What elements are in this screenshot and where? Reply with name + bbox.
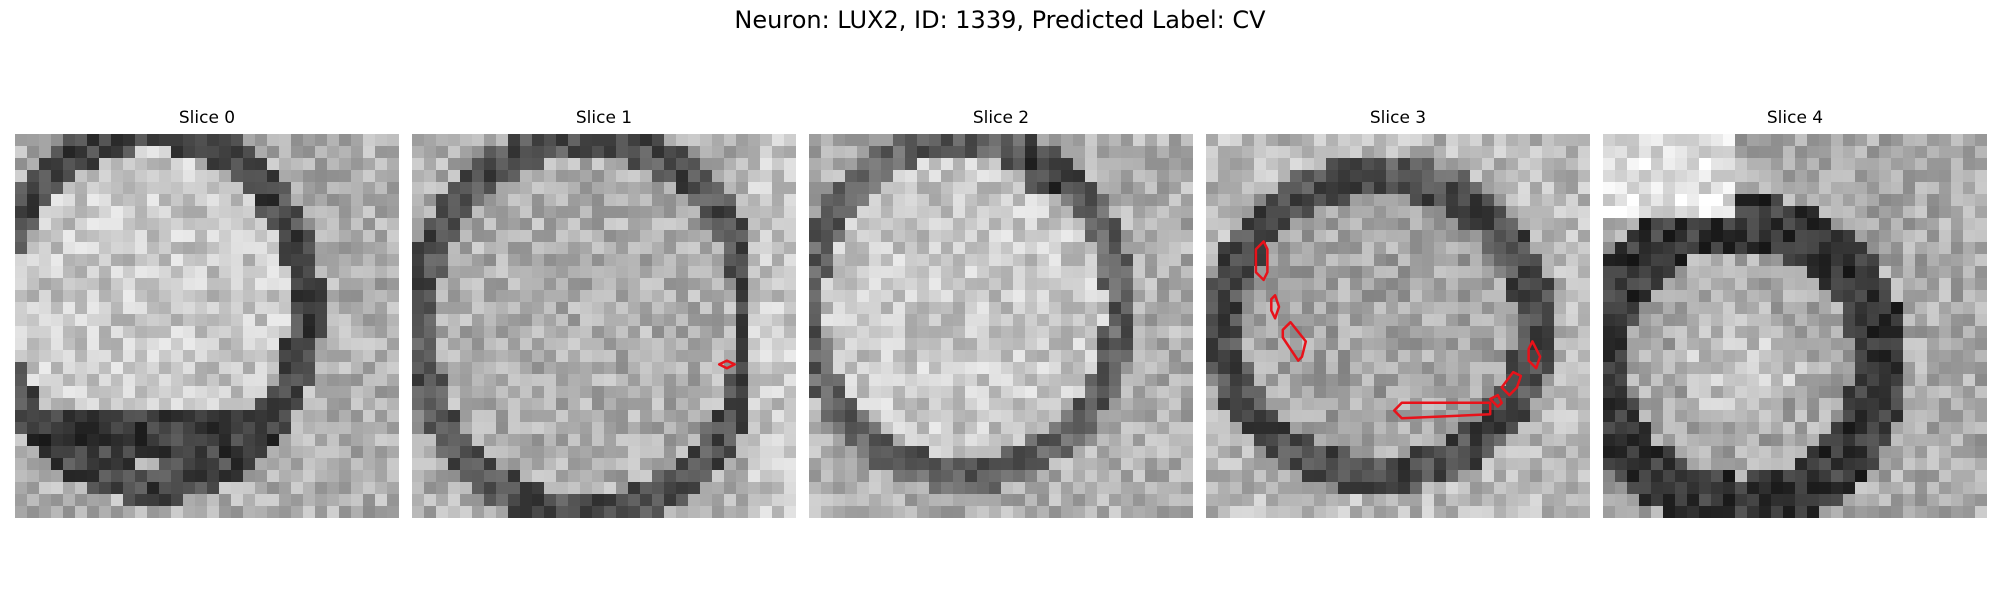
contour-overlay [809,134,1193,518]
slice-pixels [809,134,1193,518]
segmentation-contour [1281,320,1308,362]
segmentation-contour [1488,393,1503,408]
slice-panel-1: Slice 1 [412,108,796,526]
figure-title: Neuron: LUX2, ID: 1339, Predicted Label:… [734,6,1266,34]
segmentation-contour [1527,340,1542,370]
slice-image [809,134,1193,518]
slice-image [1206,134,1590,518]
contour-overlay [1603,134,1987,518]
slice-title: Slice 4 [1766,108,1824,128]
segmentation-contour [1500,370,1523,397]
slice-pixels [412,134,796,518]
segmentation-contour [1254,240,1269,282]
slice-pixels [15,134,399,518]
slice-pixels [1603,134,1987,518]
slice-image [1603,134,1987,518]
segmentation-contour [717,359,736,370]
segmentation-contour [1270,294,1281,320]
slice-panel-2: Slice 2 [809,108,1193,526]
slice-image [412,134,796,518]
slice-panel-4: Slice 4 [1603,108,1987,526]
slice-title: Slice 2 [972,108,1030,128]
slice-image [15,134,399,518]
slice-title: Slice 3 [1369,108,1427,128]
slice-panel-3: Slice 3 [1206,108,1590,526]
contour-overlay [717,359,736,370]
slice-title: Slice 0 [178,108,236,128]
segmentation-contour [1392,401,1492,420]
slice-title: Slice 1 [575,108,633,128]
contour-overlay [1254,240,1542,420]
contour-overlay [15,134,399,518]
slice-panel-0: Slice 0 [15,108,399,526]
slice-pixels [1206,134,1590,518]
